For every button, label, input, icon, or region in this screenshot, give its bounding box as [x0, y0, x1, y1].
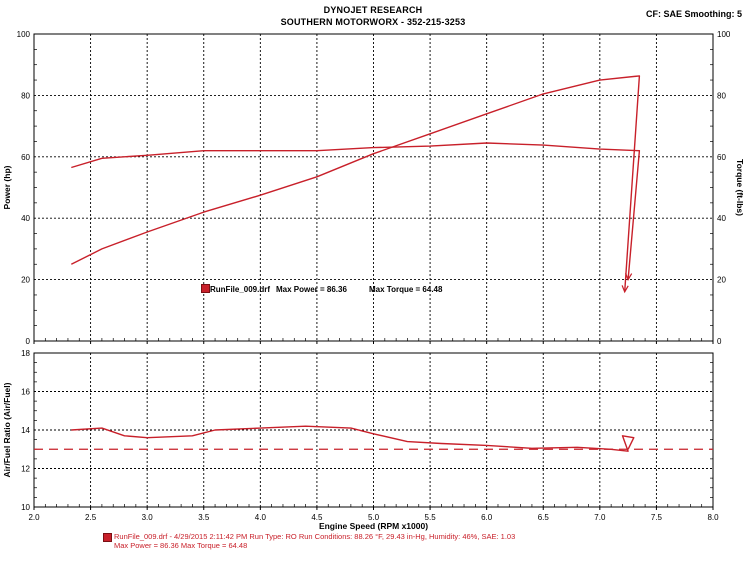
chart-subtitle: SOUTHERN MOTORWORX - 352-215-3253	[280, 17, 466, 27]
top-tick-label-y-right: 40	[717, 214, 726, 223]
top-tick-label-y-right: 20	[717, 276, 726, 285]
tick-label-x: 6.5	[538, 513, 550, 522]
bottom-ylabel: Air/Fuel Ratio (Air/Fuel)	[2, 382, 12, 477]
top-tick-label-y: 100	[17, 30, 31, 39]
bottom-tick-label-y: 14	[21, 426, 30, 435]
top-tick-label-y: 80	[21, 91, 30, 100]
bottom-tick-label-y: 10	[21, 503, 30, 512]
bottom-tick-label-y: 16	[21, 388, 30, 397]
tick-label-x: 6.0	[481, 513, 493, 522]
top-ylabel: Power (hp)	[2, 165, 12, 209]
top-ylabel-right: Torque (ft-lbs)	[735, 159, 745, 216]
legend-max-power: Max Power = 86.36	[276, 285, 347, 294]
tick-label-x: 4.5	[311, 513, 323, 522]
top-tick-label-y: 60	[21, 153, 30, 162]
arrow-torque	[625, 272, 633, 281]
tick-label-x: 2.5	[85, 513, 97, 522]
arrow-power	[621, 285, 629, 294]
legend-marker	[201, 284, 210, 293]
top-series-power	[70, 75, 641, 292]
tick-label-x: 5.0	[368, 513, 380, 522]
tick-label-x: 3.0	[142, 513, 154, 522]
footer-run-info: RunFile_009.drf - 4/29/2015 2:11:42 PM R…	[114, 532, 516, 541]
bottom-series-afr	[71, 425, 635, 452]
top-tick-label-y-right: 80	[717, 91, 726, 100]
tick-label-x: 2.0	[28, 513, 40, 522]
top-series-torque	[71, 142, 641, 280]
footer-marker	[103, 533, 112, 542]
top-tick-label-y: 20	[21, 276, 30, 285]
bottom-tick-label-y: 12	[21, 465, 30, 474]
top-tick-label-y: 0	[26, 337, 31, 346]
xlabel: Engine Speed (RPM x1000)	[319, 521, 428, 531]
tick-label-x: 5.5	[425, 513, 437, 522]
top-tick-label-y-right: 0	[717, 337, 722, 346]
top-tick-label-y: 40	[21, 214, 30, 223]
top-tick-label-y-right: 100	[717, 30, 731, 39]
tick-label-x: 4.0	[255, 513, 267, 522]
footer-max-values: Max Power = 86.36 Max Torque = 64.48	[114, 541, 248, 550]
top-tick-label-y-right: 60	[717, 153, 726, 162]
correction-factor-info: CF: SAE Smoothing: 5	[646, 9, 742, 19]
legend-max-torque: Max Torque = 64.48	[369, 285, 443, 294]
tick-label-x: 7.5	[651, 513, 663, 522]
tick-label-x: 8.0	[707, 513, 719, 522]
chart-title: DYNOJET RESEARCH	[323, 5, 423, 15]
tick-label-x: 3.5	[198, 513, 210, 522]
legend-run-name: RunFile_009.drf	[210, 285, 271, 294]
tick-label-x: 7.0	[594, 513, 606, 522]
bottom-tick-label-y: 18	[21, 349, 30, 358]
